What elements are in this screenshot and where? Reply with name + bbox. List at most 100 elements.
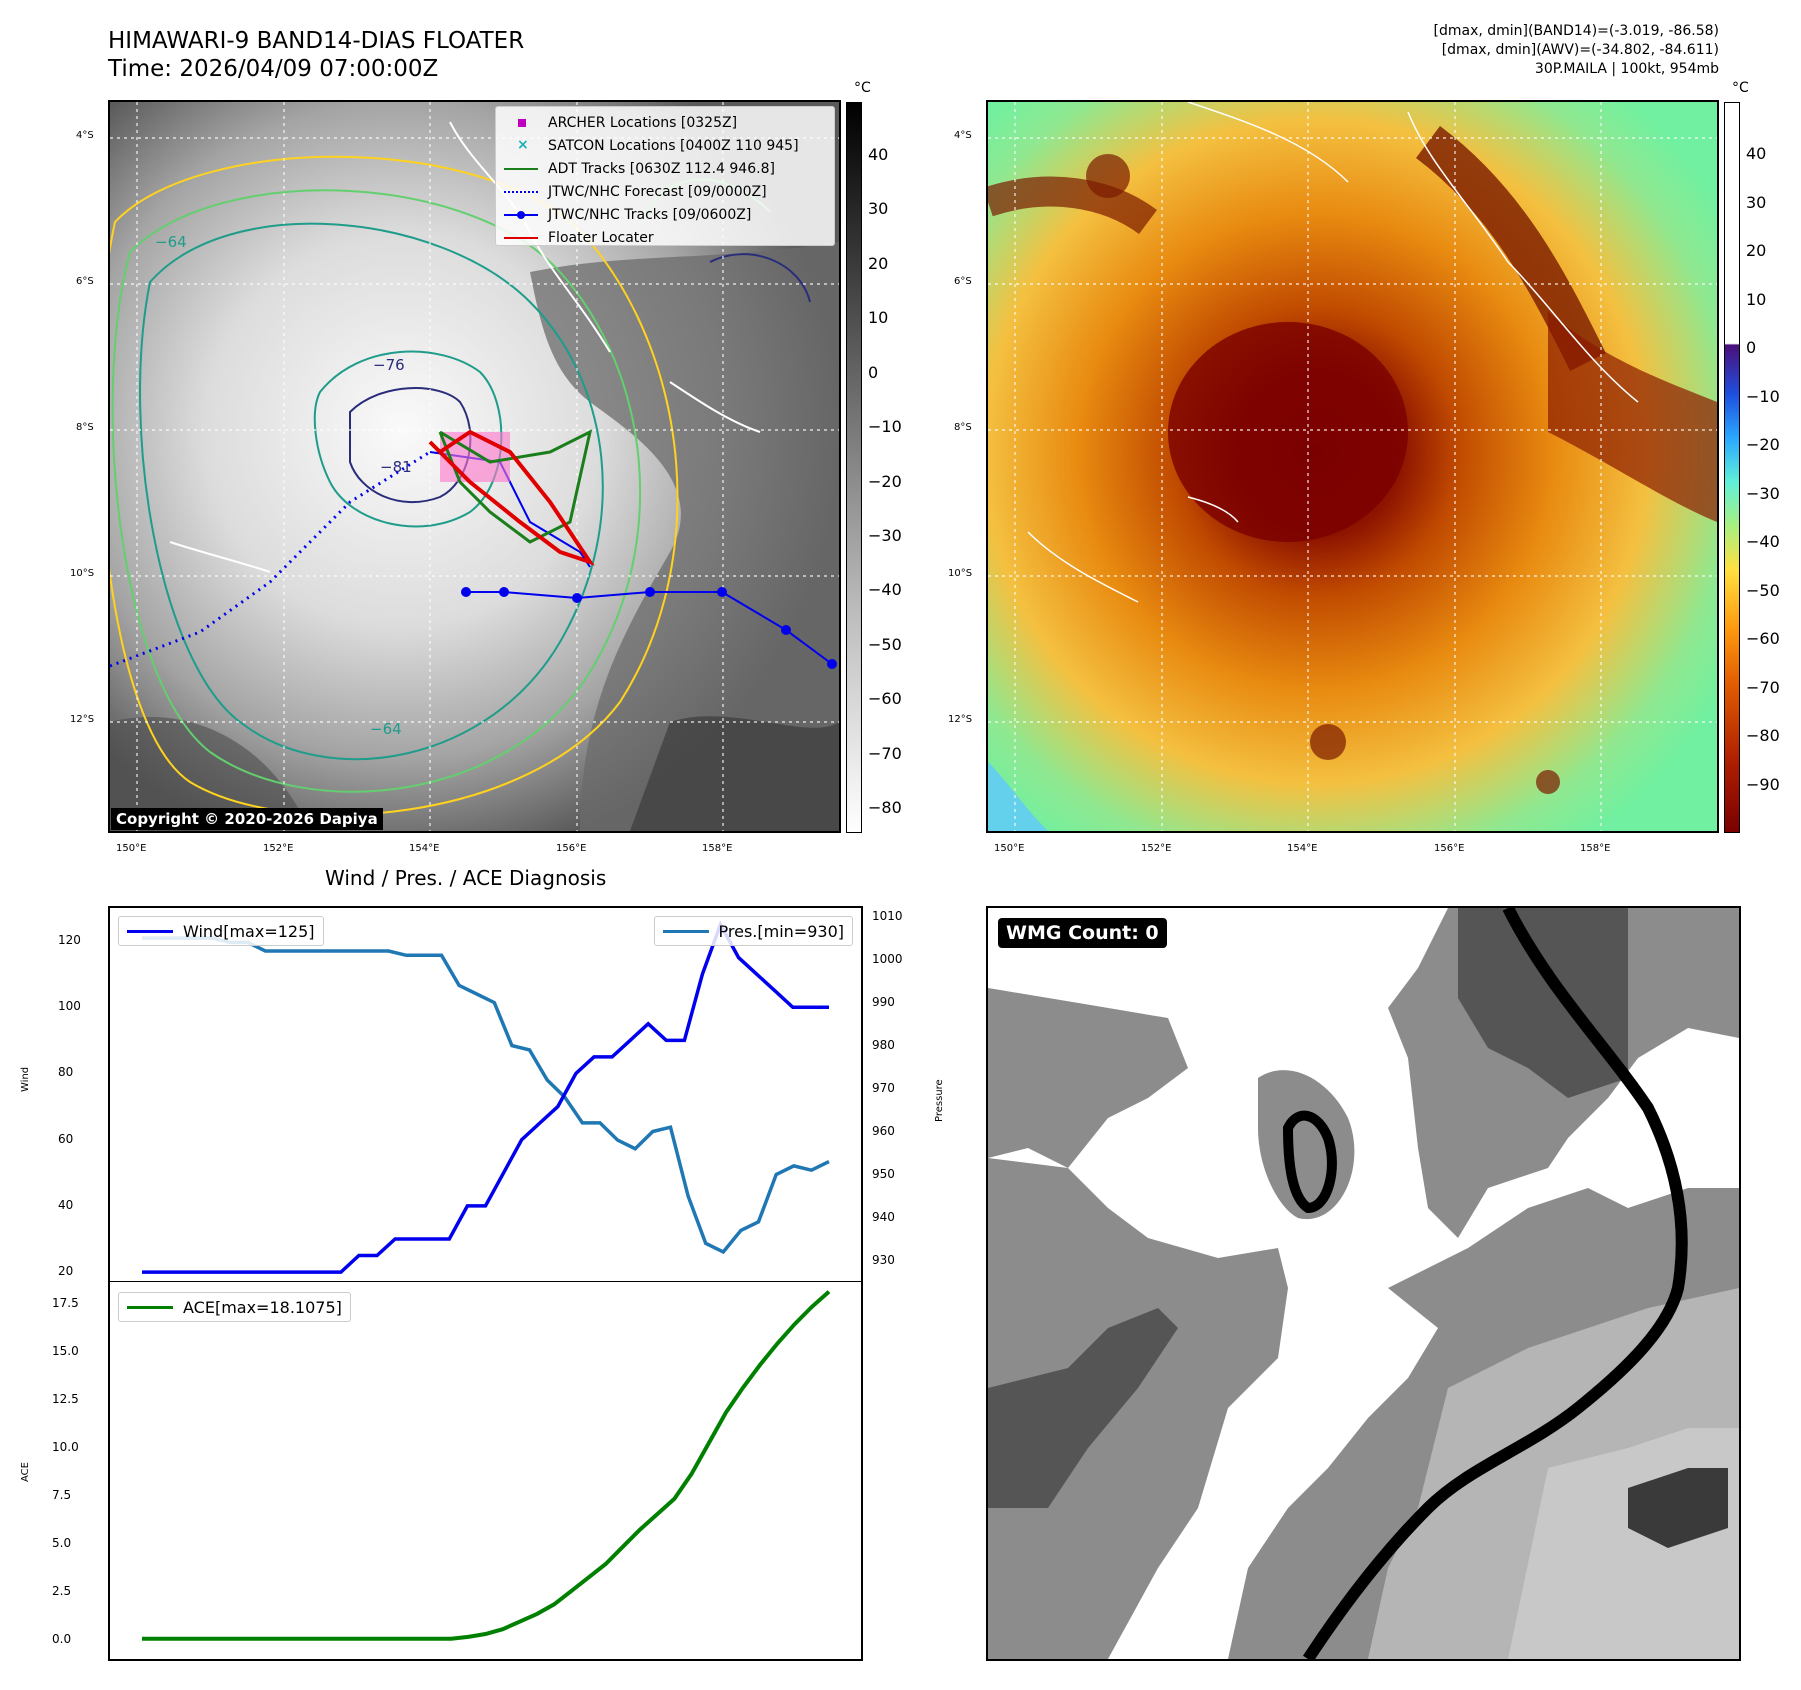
awv-colorbar-tick: 10 (1746, 289, 1767, 309)
ir-colorbar-tick: 40 (868, 145, 889, 164)
ace-tick: 15.0 (52, 1344, 79, 1359)
legend-jtwc-track: JTWC/NHC Tracks [09/0600Z] (504, 203, 826, 226)
wmg-count-badge: WMG Count: 0 (998, 918, 1167, 948)
ir-colorbar-tick: −50 (868, 634, 902, 654)
pressure-tick: 970 (872, 1080, 895, 1095)
info-band14: [dmax, dmin](BAND14)=(-3.019, -86.58) (1433, 23, 1720, 39)
ace-line (142, 1290, 831, 1641)
contour-label: −64 (370, 720, 402, 738)
contour-label: −76 (373, 356, 405, 374)
pressure-line (142, 936, 830, 1255)
legend-satcon: × SATCON Locations [0400Z 110 945] (517, 136, 799, 154)
lon-label: 152°E (1141, 843, 1172, 854)
wind-tick: 100 (58, 999, 81, 1014)
ace-tick: 2.5 (52, 1583, 72, 1598)
awv-colorbar-tick: 0 (1746, 338, 1757, 358)
awv-colorbar (1724, 102, 1740, 833)
ir-colorbar-unit: °C (854, 80, 871, 96)
awv-colorbar-tick: −80 (1746, 726, 1780, 746)
ace-tick: 7.5 (52, 1487, 72, 1502)
wind-tick: 120 (58, 933, 81, 948)
lat-label: 4°S (954, 130, 972, 141)
lon-label: 156°E (556, 843, 587, 854)
ir-colorbar-tick: 30 (868, 199, 889, 219)
ir-colorbar-tick: 20 (868, 253, 889, 273)
awv-colorbar-tick: −90 (1746, 775, 1780, 794)
info-awv: [dmax, dmin](AWV)=(-34.802, -84.611) (1441, 42, 1719, 58)
lon-label: 154°E (409, 843, 440, 854)
awv-colorbar-tick: −40 (1746, 532, 1780, 552)
lat-label: 6°S (954, 276, 972, 287)
wind-tick: 60 (58, 1131, 74, 1146)
ir-colorbar-tick: −20 (868, 471, 902, 491)
wind-tick: 20 (58, 1264, 74, 1279)
lat-label: 8°S (954, 422, 972, 433)
ace-tick: 12.5 (52, 1392, 79, 1407)
wind-tick: 40 (58, 1197, 74, 1212)
awv-colorbar-tick: 30 (1746, 192, 1767, 212)
pressure-tick: 1010 (872, 908, 903, 923)
ace-tick: 0.0 (52, 1631, 72, 1646)
ace-tick: 5.0 (52, 1535, 72, 1550)
chart-title-line2: Time: 2026/04/09 07:00:00Z (108, 56, 439, 82)
pressure-axis-label: Pressure (934, 1079, 945, 1122)
chart-title-line1: HIMAWARI-9 BAND14-DIAS FLOATER (108, 28, 525, 54)
wind-legend: Wind[max=125] (118, 916, 324, 946)
awv-colorbar-tick: −60 (1746, 629, 1780, 649)
awv-colorbar-tick: 40 (1746, 144, 1767, 163)
wmg-panel[interactable]: WMG Count: 0 (986, 906, 1741, 1661)
contour-label: −64 (155, 233, 187, 251)
awv-satellite-map[interactable] (986, 100, 1719, 833)
lon-label: 154°E (1287, 843, 1318, 854)
awv-colorbar-tick: −50 (1746, 580, 1780, 600)
legend-archer: ARCHER Locations [0325Z] (504, 111, 826, 134)
info-storm: 30P.MAILA | 100kt, 954mb (1534, 61, 1719, 77)
pressure-tick: 990 (872, 994, 895, 1009)
ir-colorbar-tick: −30 (868, 525, 902, 545)
lat-label: 6°S (76, 276, 94, 287)
pressure-tick: 940 (872, 1209, 895, 1224)
legend-floater: Floater Locater (504, 226, 826, 249)
wind-axis-label: Wind (20, 1066, 31, 1092)
pressure-tick: 1000 (872, 951, 903, 966)
contour-label: −81 (380, 458, 412, 476)
pressure-tick: 960 (872, 1123, 895, 1138)
ace-plot[interactable]: ACE[max=18.1075] (108, 1281, 863, 1661)
wind-tick: 80 (58, 1065, 74, 1080)
lat-label: 4°S (76, 130, 94, 141)
awv-colorbar-tick: −70 (1746, 677, 1780, 697)
lat-label: 12°S (948, 714, 973, 725)
ace-axis-label: ACE (20, 1462, 31, 1482)
lon-label: 150°E (994, 843, 1025, 854)
copyright-badge: Copyright © 2020-2026 Dapiya (111, 808, 383, 830)
wind-line (142, 920, 829, 1274)
ir-colorbar-tick: 10 (868, 308, 889, 328)
diagnosis-title: Wind / Pres. / ACE Diagnosis (325, 866, 607, 890)
ir-colorbar (846, 102, 862, 833)
awv-colorbar-tick: −20 (1746, 435, 1780, 455)
lat-label: 8°S (76, 422, 94, 433)
ir-colorbar-tick: 0 (868, 362, 879, 382)
lon-label: 158°E (1580, 843, 1611, 854)
ir-colorbar-tick: −80 (868, 798, 902, 817)
pressure-tick: 930 (872, 1252, 895, 1267)
jtwc-forecast-line (110, 450, 431, 668)
awv-colorbar-unit: °C (1732, 80, 1749, 96)
wind-pressure-plot[interactable]: Wind[max=125] Pres.[min=930] (108, 906, 863, 1282)
lon-label: 156°E (1434, 843, 1465, 854)
lon-label: 150°E (116, 843, 147, 854)
awv-colorbar-tick: −30 (1746, 483, 1780, 503)
ir-colorbar-tick: −40 (868, 580, 902, 600)
ace-tick: 17.5 (52, 1296, 79, 1311)
ir-satellite-map[interactable]: −64 −76 −81 −64 ARCHER Locations [0325Z]… (108, 100, 841, 833)
ace-legend: ACE[max=18.1075] (118, 1292, 351, 1322)
floater-track (428, 429, 595, 566)
ace-tick: 10.0 (52, 1439, 79, 1454)
adt-track (438, 429, 593, 544)
lat-label: 10°S (70, 568, 95, 579)
awv-colorbar-tick: 20 (1746, 241, 1767, 261)
ir-colorbar-tick: −70 (868, 743, 902, 763)
awv-colorbar-tick: −10 (1746, 386, 1780, 406)
legend-forecast: JTWC/NHC Forecast [09/0000Z] (504, 180, 826, 203)
legend-adt: ADT Tracks [0630Z 112.4 946.8] (504, 157, 826, 180)
